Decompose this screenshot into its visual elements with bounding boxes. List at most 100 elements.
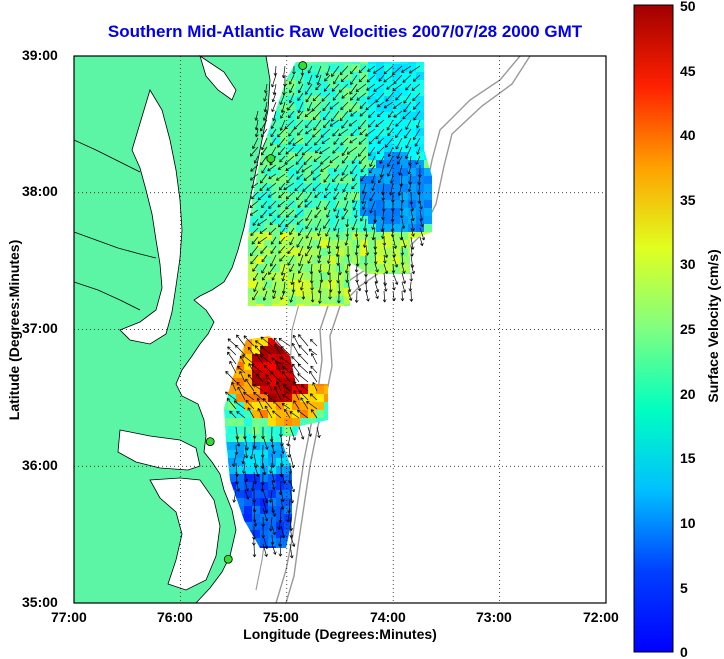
velocity-cell [344, 296, 353, 305]
velocity-arrow [319, 272, 324, 283]
velocity-cell [280, 232, 289, 241]
velocity-arrow [293, 400, 300, 410]
velocity-cell [276, 458, 285, 467]
velocity-cell [228, 466, 237, 475]
velocity-cell [408, 112, 417, 121]
velocity-cell [236, 442, 245, 451]
velocity-cell [284, 370, 293, 379]
velocity-cell [328, 62, 337, 65]
velocity-cell [280, 160, 289, 169]
velocity-arrow [225, 371, 237, 383]
velocity-arrow [289, 263, 295, 272]
velocity-cell [260, 402, 269, 411]
velocity-arrow [368, 137, 376, 145]
velocity-cell [304, 216, 313, 225]
velocity-arrow [236, 381, 246, 392]
velocity-arrow [249, 173, 259, 181]
velocity-arrow [344, 236, 349, 246]
velocity-arrow [254, 345, 264, 356]
velocity-cell [360, 136, 369, 145]
velocity-cell [416, 192, 425, 201]
velocity-cell [416, 128, 425, 137]
velocity-cell [384, 176, 393, 185]
velocity-cell [316, 394, 325, 403]
lon-tick-label: 74:00 [370, 609, 406, 625]
velocity-cell [296, 296, 305, 305]
velocity-cell [328, 128, 337, 137]
velocity-cell [328, 304, 337, 306]
velocity-arrow [260, 345, 273, 356]
velocity-cell [300, 386, 309, 395]
velocity-cell [312, 144, 321, 153]
velocity-cell [368, 152, 377, 161]
velocity-cell [352, 96, 361, 105]
velocity-arrow [359, 110, 367, 117]
velocity-arrow [312, 173, 322, 181]
radar-station-marker [298, 61, 308, 70]
velocity-arrow [373, 254, 378, 265]
velocity-cell [244, 474, 253, 483]
velocity-cell [272, 248, 281, 257]
velocity-cell [312, 208, 321, 217]
velocity-cell [236, 482, 245, 491]
velocity-cell [328, 64, 337, 73]
velocity-arrow [333, 74, 340, 85]
velocity-cell [416, 168, 425, 177]
velocity-cell [304, 224, 313, 233]
velocity-arrow [341, 155, 349, 164]
velocity-cell [400, 88, 409, 97]
velocity-arrow [288, 128, 295, 137]
velocity-arrow [243, 335, 255, 347]
velocity-cell [264, 160, 273, 169]
velocity-cell [252, 394, 261, 403]
velocity-cell [416, 96, 425, 105]
velocity-cell [268, 418, 277, 427]
velocity-arrow [403, 101, 412, 113]
colorbar-tick-label: 15 [680, 450, 696, 466]
velocity-cell [328, 248, 337, 257]
velocity-arrow [325, 182, 331, 192]
velocity-arrow [252, 384, 264, 392]
velocity-cell [252, 418, 261, 427]
velocity-cell [400, 128, 409, 137]
colorbar-tick-label: 20 [680, 386, 696, 402]
velocity-cell [400, 248, 409, 257]
velocity-arrow [297, 83, 304, 94]
velocity-arrow [322, 110, 331, 121]
velocity-arrow [390, 227, 395, 238]
velocity-cell [288, 184, 297, 193]
chart-title: Southern Mid-Atlantic Raw Velocities 200… [107, 22, 583, 41]
velocity-arrow [247, 346, 255, 356]
velocity-arrow [292, 137, 304, 146]
velocity-cell [400, 104, 409, 113]
velocity-cell [320, 136, 329, 145]
velocity-arrow [270, 371, 282, 383]
velocity-cell [336, 240, 345, 249]
velocity-cell [276, 474, 285, 483]
velocity-cell [312, 192, 321, 201]
velocity-arrow [322, 101, 331, 112]
velocity-cell [336, 120, 345, 129]
velocity-cell [248, 232, 257, 241]
velocity-arrow [399, 209, 404, 219]
velocity-cell [244, 466, 253, 475]
velocity-arrow [287, 245, 295, 254]
velocity-arrow [305, 245, 313, 257]
velocity-cell [244, 490, 253, 499]
velocity-cell [292, 386, 301, 395]
velocity-arrow [263, 92, 268, 102]
velocity-arrow [272, 110, 277, 122]
velocity-cell [268, 402, 277, 411]
velocity-cell [408, 232, 417, 241]
velocity-arrow [383, 65, 394, 75]
velocity-cell [312, 120, 321, 129]
velocity-cell [252, 458, 261, 467]
chesapeake-bay [119, 89, 183, 345]
velocity-cell [272, 200, 281, 209]
radar-station-marker [266, 154, 276, 163]
velocity-cell [260, 336, 269, 339]
velocity-cell [264, 216, 273, 225]
velocity-arrow [254, 110, 259, 121]
velocity-arrow [408, 155, 412, 166]
